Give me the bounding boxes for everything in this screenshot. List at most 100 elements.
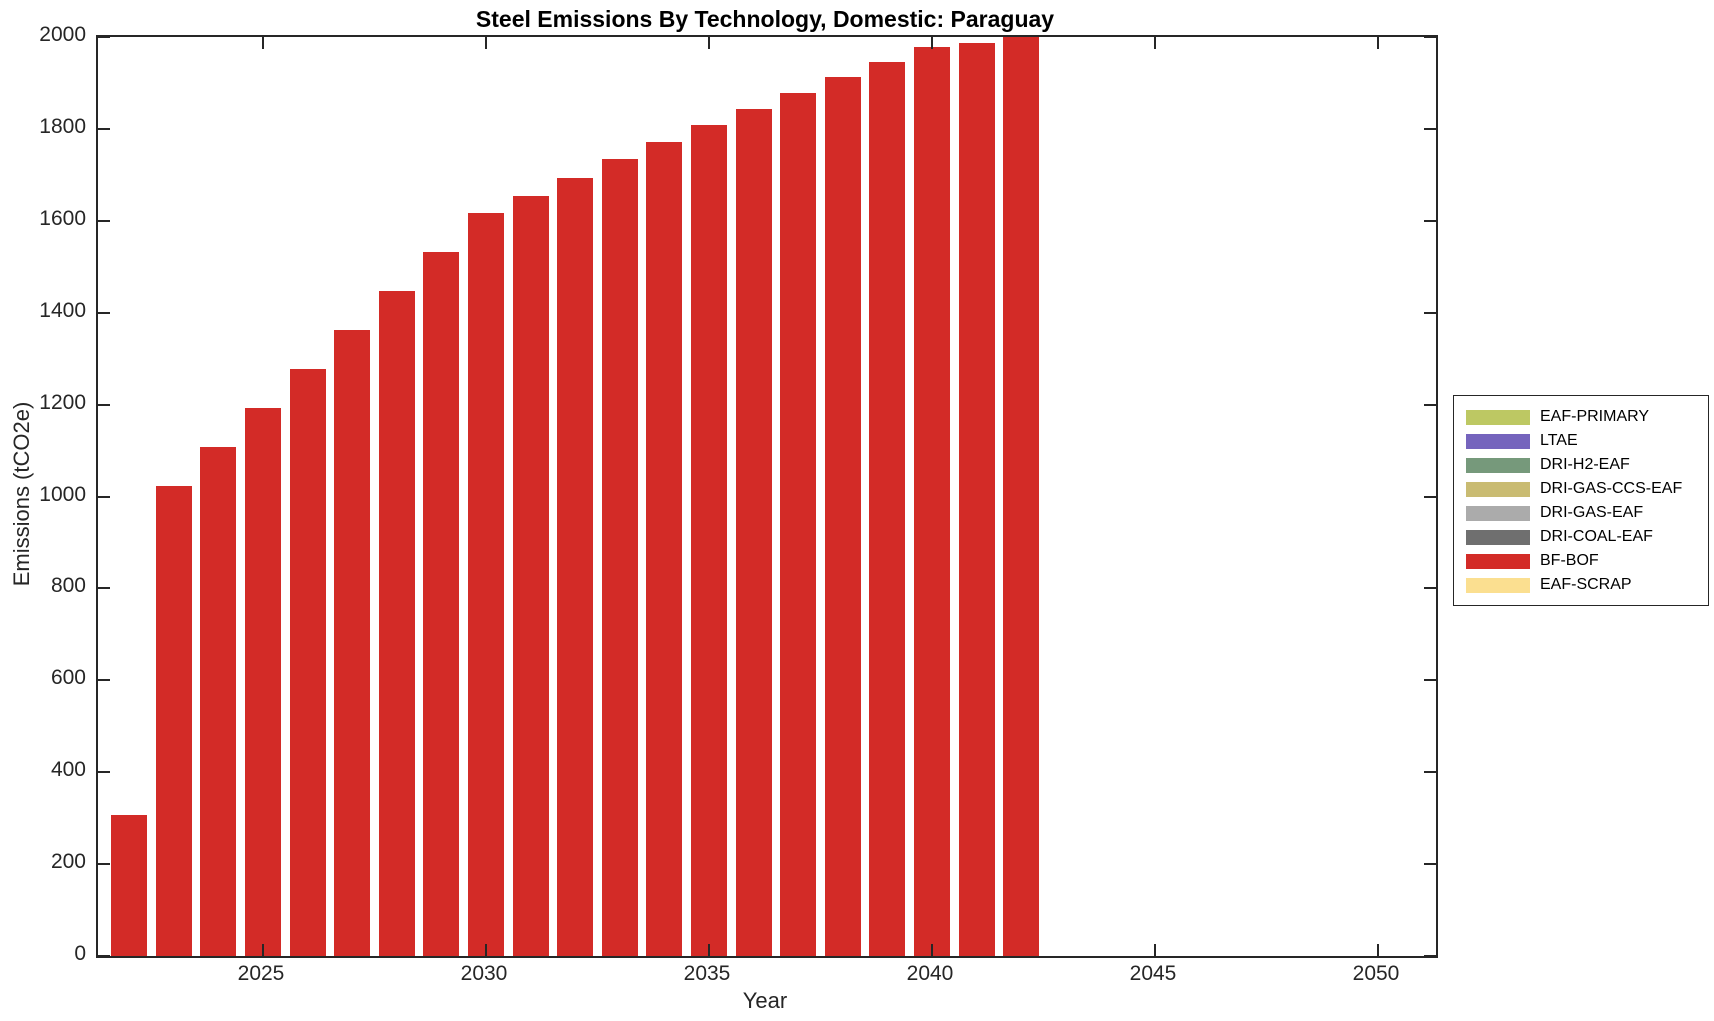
y-tick-1600-left bbox=[98, 220, 110, 222]
legend-item-bf-bof: BF-BOF bbox=[1466, 549, 1698, 573]
legend-label-dri-gas-ccs-eaf: DRI-GAS-CCS-EAF bbox=[1540, 480, 1683, 497]
y-tick-label-1000: 1000 bbox=[39, 483, 86, 506]
y-tick-label-800: 800 bbox=[50, 574, 86, 597]
bar-bf-bof-2030 bbox=[468, 213, 504, 956]
bar-bf-bof-2026 bbox=[290, 369, 326, 956]
bar-bf-bof-2028 bbox=[379, 291, 415, 956]
x-tick-2025-top bbox=[262, 37, 264, 49]
y-tick-label-400: 400 bbox=[50, 758, 86, 781]
bar-bf-bof-2037 bbox=[780, 93, 816, 956]
bar-bf-bof-2035 bbox=[691, 125, 727, 956]
legend-item-dri-gas-ccs-eaf: DRI-GAS-CCS-EAF bbox=[1466, 477, 1698, 501]
x-tick-2045-bottom bbox=[1154, 944, 1156, 956]
y-tick-label-200: 200 bbox=[50, 850, 86, 873]
x-tick-2030-top bbox=[485, 37, 487, 49]
legend-label-eaf-scrap: EAF-SCRAP bbox=[1540, 576, 1632, 593]
y-tick-1200-right bbox=[1424, 404, 1436, 406]
y-tick-1000-right bbox=[1424, 496, 1436, 498]
legend-item-ltae: LTAE bbox=[1466, 429, 1698, 453]
y-tick-1200-left bbox=[98, 404, 110, 406]
bar-bf-bof-2036 bbox=[736, 109, 772, 956]
legend-label-ltae: LTAE bbox=[1540, 432, 1578, 449]
chart-title: Steel Emissions By Technology, Domestic:… bbox=[475, 6, 1055, 32]
legend-swatch-dri-coal-eaf bbox=[1466, 529, 1530, 545]
y-tick-label-1600: 1600 bbox=[39, 207, 86, 230]
bar-bf-bof-2038 bbox=[825, 77, 861, 956]
bar-bf-bof-2029 bbox=[423, 252, 459, 956]
legend-label-eaf-primary: EAF-PRIMARY bbox=[1540, 408, 1650, 425]
x-tick-label-2040: 2040 bbox=[906, 962, 954, 985]
x-tick-label-2035: 2035 bbox=[683, 962, 731, 985]
y-tick-400-left bbox=[98, 771, 110, 773]
legend-swatch-dri-h2-eaf bbox=[1466, 457, 1530, 473]
y-tick-600-left bbox=[98, 679, 110, 681]
y-tick-2000-right bbox=[1424, 36, 1436, 38]
legend-swatch-dri-gas-ccs-eaf bbox=[1466, 481, 1530, 497]
bar-bf-bof-2034 bbox=[646, 142, 682, 956]
y-tick-200-right bbox=[1424, 863, 1436, 865]
bar-bf-bof-2042 bbox=[1003, 37, 1039, 956]
legend-swatch-eaf-scrap bbox=[1466, 577, 1530, 593]
x-tick-label-2045: 2045 bbox=[1129, 962, 1177, 985]
y-tick-2000-left bbox=[98, 36, 110, 38]
legend-item-dri-h2-eaf: DRI-H2-EAF bbox=[1466, 453, 1698, 477]
y-tick-0-right bbox=[1424, 955, 1436, 957]
bar-bf-bof-2024 bbox=[200, 447, 236, 956]
legend-item-dri-gas-eaf: DRI-GAS-EAF bbox=[1466, 501, 1698, 525]
legend-box: EAF-PRIMARY LTAE DRI-H2-EAF DRI-GAS-CCS-EAF… bbox=[1453, 395, 1709, 606]
legend-swatch-ltae bbox=[1466, 433, 1530, 449]
legend-item-dri-coal-eaf: DRI-COAL-EAF bbox=[1466, 525, 1698, 549]
y-tick-label-1200: 1200 bbox=[39, 391, 86, 414]
y-tick-label-1800: 1800 bbox=[39, 115, 86, 138]
x-tick-2025-bottom bbox=[262, 944, 264, 956]
x-tick-2030-bottom bbox=[485, 944, 487, 956]
x-tick-2040-bottom bbox=[931, 944, 933, 956]
x-tick-label-2025: 2025 bbox=[237, 962, 285, 985]
bar-bf-bof-2041 bbox=[959, 43, 995, 956]
x-tick-2035-bottom bbox=[708, 944, 710, 956]
y-tick-1600-right bbox=[1424, 220, 1436, 222]
x-tick-2050-top bbox=[1377, 37, 1379, 49]
legend-swatch-dri-gas-eaf bbox=[1466, 505, 1530, 521]
y-tick-400-right bbox=[1424, 771, 1436, 773]
y-tick-label-1400: 1400 bbox=[39, 299, 86, 322]
x-tick-2040-top bbox=[931, 37, 933, 49]
bar-bf-bof-2033 bbox=[602, 159, 638, 956]
bar-bf-bof-2027 bbox=[334, 330, 370, 956]
legend-label-dri-coal-eaf: DRI-COAL-EAF bbox=[1540, 528, 1653, 545]
y-tick-label-0: 0 bbox=[74, 942, 86, 965]
y-tick-label-2000: 2000 bbox=[39, 23, 86, 46]
bar-bf-bof-2032 bbox=[557, 178, 593, 956]
y-tick-1800-right bbox=[1424, 128, 1436, 130]
y-tick-600-right bbox=[1424, 679, 1436, 681]
y-tick-800-right bbox=[1424, 587, 1436, 589]
x-tick-2050-bottom bbox=[1377, 944, 1379, 956]
x-tick-2035-top bbox=[708, 37, 710, 49]
x-axis-title: Year bbox=[742, 988, 788, 1013]
bar-bf-bof-2040 bbox=[914, 47, 950, 956]
y-tick-1000-left bbox=[98, 496, 110, 498]
legend-item-eaf-scrap: EAF-SCRAP bbox=[1466, 573, 1698, 597]
y-axis-title: Emissions (tCO2e) bbox=[9, 401, 34, 587]
bar-bf-bof-2022 bbox=[111, 815, 147, 956]
y-tick-label-600: 600 bbox=[50, 666, 86, 689]
legend-swatch-bf-bof bbox=[1466, 553, 1530, 569]
y-tick-1400-right bbox=[1424, 312, 1436, 314]
y-tick-200-left bbox=[98, 863, 110, 865]
plot-area bbox=[96, 35, 1438, 958]
x-tick-label-2030: 2030 bbox=[460, 962, 508, 985]
legend-label-dri-gas-eaf: DRI-GAS-EAF bbox=[1540, 504, 1644, 521]
x-tick-2045-top bbox=[1154, 37, 1156, 49]
bar-bf-bof-2025 bbox=[245, 408, 281, 956]
bar-bf-bof-2039 bbox=[869, 62, 905, 956]
y-tick-800-left bbox=[98, 587, 110, 589]
legend-swatch-eaf-primary bbox=[1466, 409, 1530, 425]
y-tick-1800-left bbox=[98, 128, 110, 130]
legend-item-eaf-primary: EAF-PRIMARY bbox=[1466, 405, 1698, 429]
legend-label-dri-h2-eaf: DRI-H2-EAF bbox=[1540, 456, 1630, 473]
y-tick-0-left bbox=[98, 955, 110, 957]
y-tick-1400-left bbox=[98, 312, 110, 314]
x-tick-label-2050: 2050 bbox=[1352, 962, 1400, 985]
bar-bf-bof-2023 bbox=[156, 486, 192, 956]
